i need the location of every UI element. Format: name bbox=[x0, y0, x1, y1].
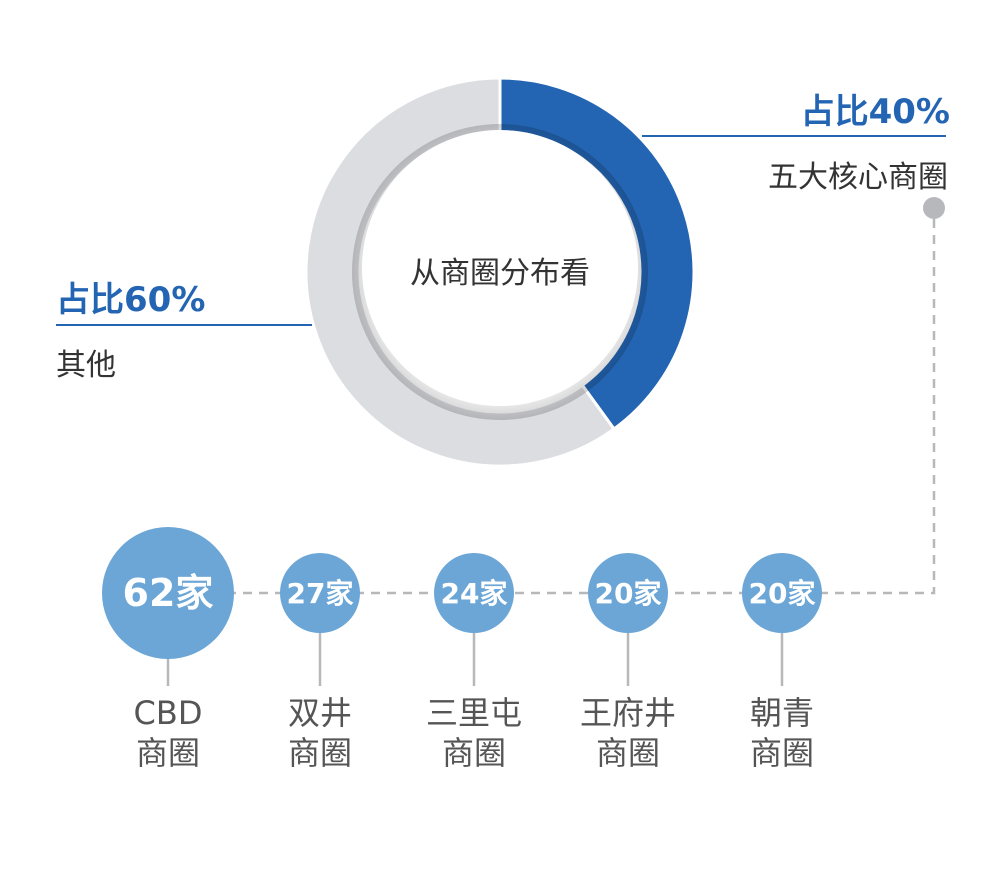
district-count-label: 20家 bbox=[595, 577, 662, 610]
donut-hole bbox=[362, 130, 638, 406]
slice-label-core: 五大核心商圈 bbox=[768, 160, 948, 195]
district-count-label: 62家 bbox=[123, 571, 214, 615]
district-name-line2: 商圈 bbox=[135, 734, 200, 772]
connector-dot bbox=[923, 197, 945, 219]
district-name-line1: 双井 bbox=[287, 694, 352, 732]
connector-dashed-line bbox=[170, 219, 936, 595]
district-name: 三里屯 商圈 bbox=[394, 693, 554, 773]
district-name: 朝青 商圈 bbox=[702, 693, 862, 773]
district-count-label: 24家 bbox=[441, 577, 508, 610]
district-name-line2: 商圈 bbox=[749, 734, 814, 772]
district-name: 双井 商圈 bbox=[240, 693, 400, 773]
district-name-line2: 商圈 bbox=[441, 734, 506, 772]
district-name: CBD 商圈 bbox=[88, 693, 248, 773]
donut-center-label: 从商圈分布看 bbox=[410, 256, 590, 291]
slice-pct-other: 占比60% bbox=[56, 280, 206, 320]
district-name-line1: 朝青 bbox=[749, 694, 814, 732]
district-name-line2: 商圈 bbox=[287, 734, 352, 772]
district-count-label: 20家 bbox=[749, 577, 816, 610]
district-name-line1: 三里屯 bbox=[425, 694, 522, 732]
district-name-line1: 王府井 bbox=[579, 694, 676, 732]
slice-pct-core: 占比40% bbox=[800, 92, 950, 132]
district-bubble bbox=[742, 553, 822, 633]
district-bubble bbox=[434, 553, 514, 633]
district-name: 王府井 商圈 bbox=[548, 693, 708, 773]
slice-label-other: 其他 bbox=[56, 348, 116, 383]
district-count-label: 27家 bbox=[287, 577, 354, 610]
district-name-line2: 商圈 bbox=[595, 734, 660, 772]
district-name-line1: CBD bbox=[133, 694, 203, 732]
district-bubble bbox=[280, 553, 360, 633]
district-bubble bbox=[102, 527, 234, 659]
district-bubble bbox=[588, 553, 668, 633]
